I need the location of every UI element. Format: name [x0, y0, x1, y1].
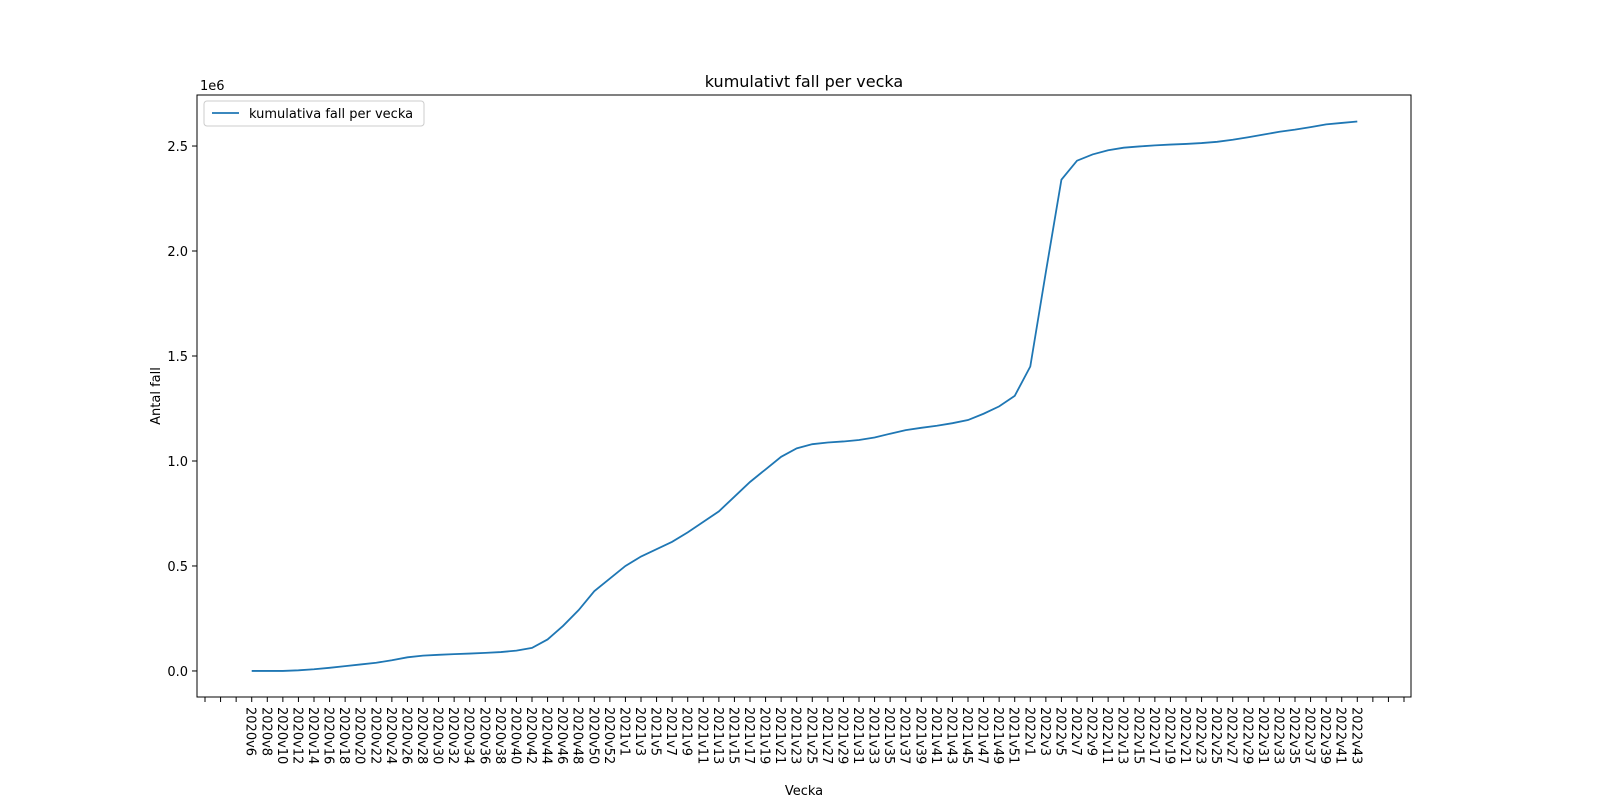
x-tick-label: 2021v9: [679, 707, 694, 756]
x-tick-label: 2021v27: [819, 707, 834, 764]
x-axis-label: Vecka: [785, 784, 823, 799]
y-tick-label: 0.5: [167, 560, 188, 575]
y-tick-label: 0.0: [167, 665, 188, 680]
x-tick-label: 2022v7: [1068, 707, 1083, 756]
x-tick-label: 2021v3: [632, 707, 647, 756]
x-tick-label: 2020v50: [585, 707, 600, 764]
x-tick-label: 2022v29: [1239, 707, 1254, 764]
x-tick-label: 2022v17: [1146, 707, 1161, 764]
x-tick-label: 2022v19: [1161, 707, 1176, 764]
x-tick-label: 2022v33: [1270, 707, 1285, 764]
x-tick-label: 2022v23: [1193, 707, 1208, 764]
x-tick-label: 2021v29: [834, 707, 849, 764]
x-tick-label: 2021v37: [897, 707, 912, 764]
y-tick-label: 2.0: [167, 245, 188, 260]
x-tick-label: 2020v26: [398, 707, 413, 764]
x-tick-label: 2020v40: [507, 707, 522, 764]
x-tick-label: 2022v43: [1348, 707, 1363, 764]
x-tick-label: 2021v23: [788, 707, 803, 764]
x-tick-label: 2021v21: [772, 707, 787, 764]
x-tick-label: 2022v41: [1333, 707, 1348, 764]
x-tick-label: 2020v32: [445, 707, 460, 764]
x-tick-label: 2020v36: [476, 707, 491, 764]
x-tick-label: 2021v45: [959, 707, 974, 764]
x-tick-label: 2021v51: [1006, 707, 1021, 764]
x-tick-label: 2020v28: [414, 707, 429, 764]
x-tick-label: 2020v34: [461, 707, 476, 764]
x-tick-label: 2021v41: [928, 707, 943, 764]
x-tick-label: 2022v27: [1224, 707, 1239, 764]
x-tick-label: 2020v38: [492, 707, 507, 764]
x-tick-label: 2022v35: [1286, 707, 1301, 764]
x-tick-label: 2020v20: [352, 707, 367, 764]
x-tick-label: 2021v25: [803, 707, 818, 764]
x-tick-label: 2021v35: [881, 707, 896, 764]
x-tick-label: 2020v6: [243, 707, 258, 756]
x-tick-label: 2020v18: [336, 707, 351, 764]
x-tick-label: 2020v8: [258, 707, 273, 756]
x-tick-label: 2020v12: [289, 707, 304, 764]
x-tick-label: 2022v25: [1208, 707, 1223, 764]
x-tick-label: 2022v39: [1317, 707, 1332, 764]
plot-frame: [196, 94, 1412, 698]
x-tick-label: 2020v24: [383, 707, 398, 764]
y-tick-label: 1.0: [167, 455, 188, 470]
x-tick-label: 2020v44: [539, 707, 554, 764]
x-tick-label: 2021v1: [616, 707, 631, 756]
x-tick-label: 2022v21: [1177, 707, 1192, 764]
x-tick-label: 2020v14: [305, 707, 320, 764]
x-tick-label: 2022v5: [1052, 707, 1067, 756]
x-tick-label: 2021v7: [663, 707, 678, 756]
x-tick-label: 2021v33: [866, 707, 881, 764]
x-tick-label: 2022v3: [1037, 707, 1052, 756]
x-tick-label: 2022v11: [1099, 707, 1114, 764]
x-tick-label: 2022v31: [1255, 707, 1270, 764]
x-tick-label: 2021v47: [975, 707, 990, 764]
x-tick-label: 2020v42: [523, 707, 538, 764]
x-tick-label: 2021v5: [648, 707, 663, 756]
x-tick-label: 2022v13: [1115, 707, 1130, 764]
data-line: [251, 120, 1358, 672]
x-tick-label: 2021v49: [990, 707, 1005, 764]
chart-title: kumulativt fall per vecka: [705, 72, 903, 91]
x-tick-label: 2021v13: [710, 707, 725, 764]
x-tick-label: 2022v9: [1084, 707, 1099, 756]
x-tick-label: 2021v17: [741, 707, 756, 764]
x-tick-label: 2021v11: [694, 707, 709, 764]
x-tick-label: 2022v15: [1130, 707, 1145, 764]
x-tick-label: 2020v22: [367, 707, 382, 764]
x-tick-label: 2020v46: [554, 707, 569, 764]
x-tick-label: 2020v52: [601, 707, 616, 764]
x-tick-label: 2021v19: [757, 707, 772, 764]
x-tick-label: 2021v15: [725, 707, 740, 764]
x-tick-label: 2022v1: [1021, 707, 1036, 756]
x-tick-label: 2021v31: [850, 707, 865, 764]
y-tick-label: 2.5: [167, 140, 188, 155]
x-tick-label: 2022v37: [1302, 707, 1317, 764]
legend-box: [203, 100, 425, 127]
x-tick-label: 2021v39: [912, 707, 927, 764]
x-tick-label: 2020v16: [321, 707, 336, 764]
x-tick-label: 2020v10: [274, 707, 289, 764]
y-axis-label: Antal fall: [149, 367, 164, 425]
y-offset-label: 1e6: [200, 79, 225, 94]
x-tick-label: 2020v30: [430, 707, 445, 764]
legend-label: kumulativa fall per vecka: [249, 107, 413, 122]
x-tick-label: 2021v43: [943, 707, 958, 764]
x-tick-label: 2020v48: [570, 707, 585, 764]
y-tick-label: 1.5: [167, 350, 188, 365]
